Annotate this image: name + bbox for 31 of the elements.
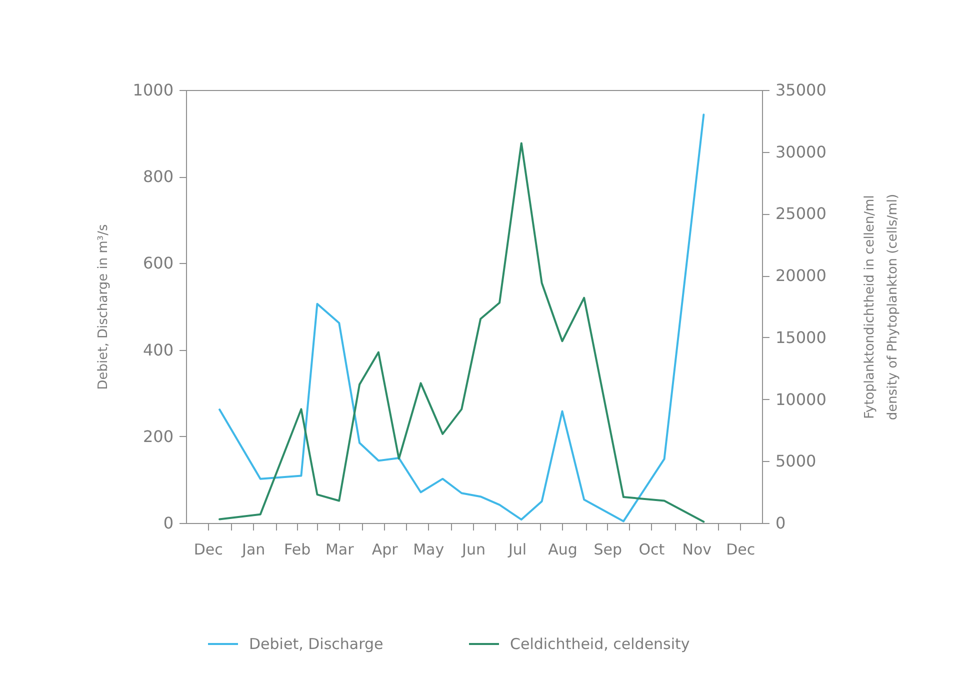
y-tick-label: 600 — [142, 254, 174, 273]
x-tick-label: May — [413, 540, 444, 558]
y-tick-label: 1000 — [132, 80, 174, 100]
x-tick-label: Oct — [638, 540, 665, 558]
y2-tick-label: 0 — [776, 514, 786, 532]
y-tick-label: 200 — [142, 426, 174, 446]
x-tick-label: Dec — [194, 540, 223, 558]
x-tick-label: Aug — [548, 540, 578, 558]
y2-tick-label: 30000 — [776, 142, 826, 162]
x-tick-label: Apr — [372, 540, 399, 558]
x-tick-label: Nov — [682, 540, 712, 558]
y2-tick-label: 35000 — [776, 80, 826, 100]
legend-label: Debiet, Discharge — [249, 635, 384, 653]
x-tick-label: Jul — [507, 540, 527, 558]
x-tick-label: Mar — [325, 540, 355, 558]
y2-axis-title: Fytoplanktondichtheid in cellen/ml density of Phytoplankton (cells/ml) — [862, 194, 900, 420]
y2-tick-label: 10000 — [776, 390, 826, 409]
y-tick-label: 800 — [142, 167, 174, 186]
y-axis-title: Debiet, Discharge in m³/s — [96, 224, 111, 390]
y-tick-label: 400 — [142, 340, 174, 360]
x-tick-label: Dec — [726, 540, 756, 558]
y2-tick-label: 25000 — [776, 204, 826, 224]
y2-tick-label: 20000 — [776, 266, 826, 286]
y-tick-label: 0 — [163, 514, 174, 532]
x-tick-label: Jan — [241, 540, 266, 558]
x-tick-label: Feb — [284, 540, 311, 558]
y2-tick-label: 5000 — [776, 452, 816, 471]
x-tick-label: Sep — [594, 540, 622, 558]
legend-label: Celdichtheid, celdensity — [510, 635, 690, 653]
x-tick-label: Jun — [461, 540, 486, 558]
y2-tick-label: 15000 — [776, 328, 826, 347]
